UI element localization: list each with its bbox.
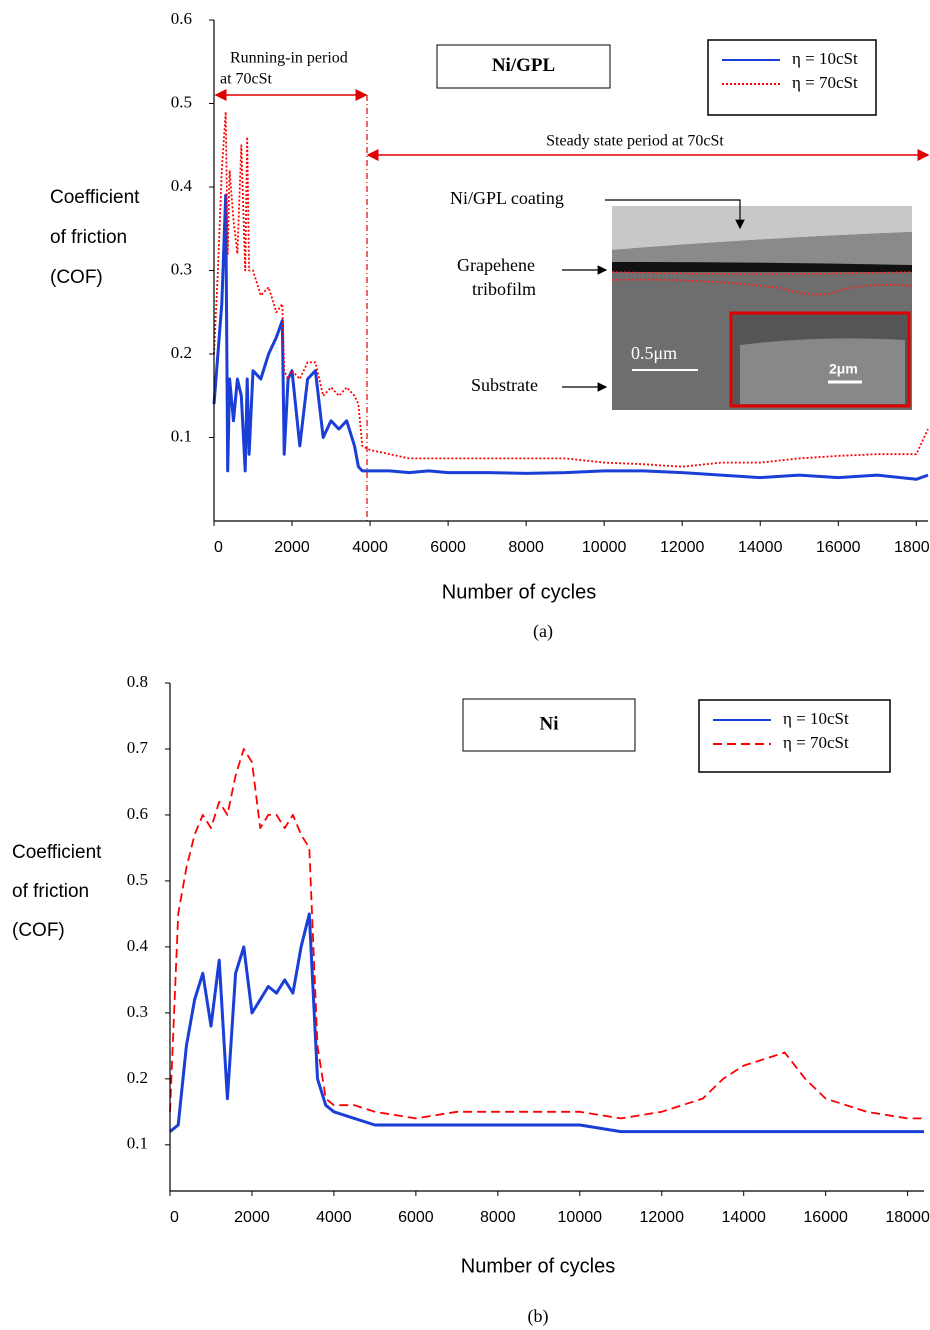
y-tick-label: 0.5 [127,870,148,889]
y-tick-label: 0.4 [127,936,149,955]
data-line [213,111,929,468]
x-tick-label: 10000 [582,539,627,556]
x-tick-label: 16000 [803,1209,848,1226]
y-tick-label: 0.3 [127,1002,148,1021]
image-layer [612,206,912,250]
x-tick-label: 18000 [894,539,930,556]
annotations-a: Running-in period at 70cSt Steady state … [214,50,930,521]
x-tick-label: 2000 [234,1209,270,1226]
x-tick-label: 10000 [558,1209,603,1226]
y-tick-label: 0.8 [127,672,148,691]
data-line [212,193,929,481]
image-layer [612,232,912,265]
y-tick-label: 0.6 [171,9,192,28]
panel-label: Ni/GPL [492,55,555,76]
x-tick-label: 0 [170,1209,179,1226]
x-tick-label: 2000 [274,539,310,556]
y-axis-title: of friction [12,881,89,902]
legend-box [698,699,891,773]
annotation: Running-in period [230,50,348,67]
scale-label: 0.5μm [631,343,677,363]
x-tick-label: 12000 [639,1209,684,1226]
x-tick-label: 6000 [430,539,466,556]
legend-label: η = 10cSt [783,709,849,728]
panel-label: Ni [540,713,559,734]
x-tick-label: 6000 [398,1209,434,1226]
x-tick-label: 14000 [738,539,783,556]
legend-label: η = 10cSt [792,49,858,68]
x-axis-title: Number of cycles [442,581,597,603]
x-tick-label: 4000 [316,1209,352,1226]
x-tick-label: 0 [214,539,223,556]
image-outline [611,271,913,275]
x-tick-label: 12000 [660,539,705,556]
y-tick-label: 0.3 [171,259,192,278]
legend-box [707,39,877,116]
y-axis-title: (COF) [50,267,103,288]
inset-label: tribofilm [472,279,536,299]
y-tick-label: 0.1 [127,1134,148,1153]
y-tick-label: 0.6 [127,804,148,823]
x-tick-label: 18000 [885,1209,930,1226]
y-tick-label: 0.1 [171,426,192,445]
y-tick-label: 0.2 [127,1068,148,1087]
x-axis-title: Number of cycles [461,1255,616,1277]
y-tick-label: 0.7 [127,738,149,757]
y-axis-title: of friction [50,227,127,248]
inset-label: Ni/GPL coating [450,188,564,208]
legend-label: η = 70cSt [792,73,858,92]
label-box [436,44,611,89]
legend-label: η = 70cSt [783,733,849,752]
y-tick-label: 0.2 [171,343,192,362]
label-box [462,698,636,752]
annotation: Steady state period at 70cSt [546,133,724,150]
data-line [169,912,924,1134]
caption: (a) [533,621,553,642]
y-axis-title: Coefficient [12,842,102,863]
x-tick-label: 8000 [508,539,544,556]
image-layer [740,338,905,404]
y-axis-title: (COF) [12,920,65,941]
x-tick-label: 16000 [816,539,861,556]
x-tick-label: 14000 [721,1209,766,1226]
pointer [605,199,745,230]
scale-label: 2μm [829,361,858,377]
x-tick-label: 8000 [480,1209,516,1226]
y-tick-label: 0.5 [171,92,192,111]
caption: (b) [528,1306,549,1327]
inset-label: Substrate [471,375,538,395]
inset-label: Grapehene [457,255,535,275]
y-axis-title: Coefficient [50,187,140,208]
data-line [169,748,924,1120]
annotation: at 70cSt [220,71,273,88]
y-tick-label: 0.4 [171,176,193,195]
x-tick-label: 4000 [352,539,388,556]
image-layer [612,262,912,272]
